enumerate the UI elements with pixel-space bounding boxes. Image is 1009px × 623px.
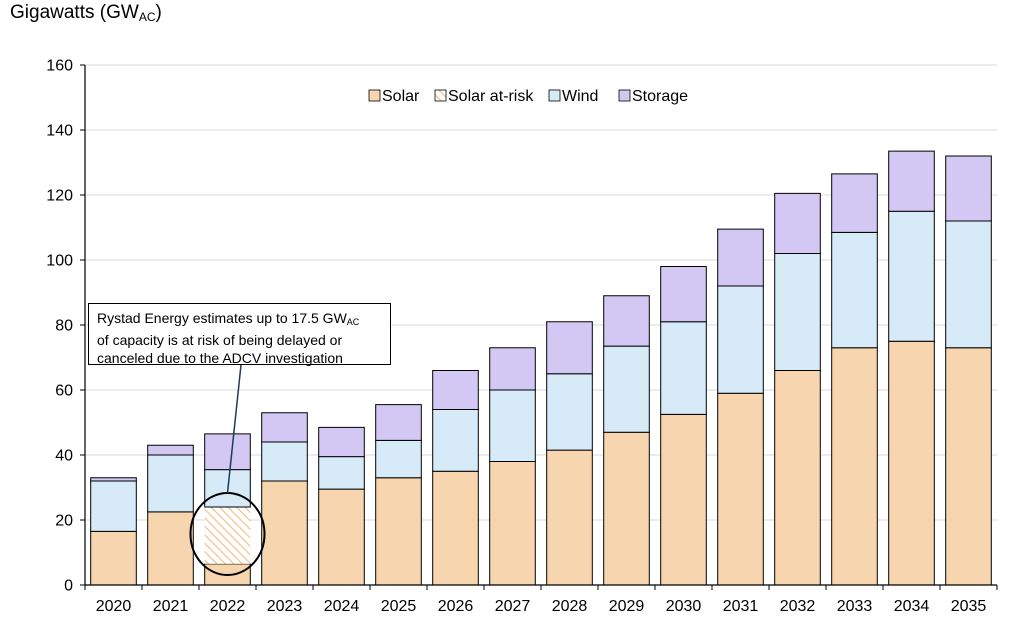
bar-solar-2032 bbox=[774, 370, 821, 586]
bar-solar-2026 bbox=[432, 470, 479, 586]
bar-wind-2021 bbox=[147, 454, 194, 513]
x-tick-label: 2030 bbox=[666, 598, 702, 615]
legend-swatch bbox=[434, 89, 447, 102]
y-tick-label: 140 bbox=[46, 123, 73, 140]
y-tick-label: 100 bbox=[46, 253, 73, 270]
x-tick-label: 2028 bbox=[552, 598, 588, 615]
bar-solar-2023 bbox=[261, 480, 308, 586]
x-tick-label: 2035 bbox=[951, 598, 987, 615]
bar-storage-2033 bbox=[831, 173, 878, 233]
bar-wind-2034 bbox=[888, 210, 935, 342]
y-tick-label: 80 bbox=[55, 318, 73, 335]
annotation-line-1: Rystad Energy estimates up to 17.5 GW bbox=[97, 310, 347, 326]
bar-solar-2028 bbox=[546, 449, 593, 586]
x-tick-label: 2034 bbox=[894, 598, 930, 615]
bar-storage-2025 bbox=[375, 404, 422, 441]
x-tick-label: 2026 bbox=[438, 598, 474, 615]
bar-storage-2030 bbox=[660, 266, 707, 323]
bar-storage-2031 bbox=[717, 228, 764, 287]
bar-wind-2026 bbox=[432, 409, 479, 472]
bar-solar-2031 bbox=[717, 392, 764, 586]
bar-solar-2024 bbox=[318, 488, 365, 586]
y-tick-label: 0 bbox=[64, 578, 73, 595]
y-tick-label: 160 bbox=[46, 58, 73, 75]
x-tick-label: 2032 bbox=[780, 598, 816, 615]
y-tick-label: 60 bbox=[55, 383, 73, 400]
bar-solar-2027 bbox=[489, 461, 536, 586]
y-axis-title: Gigawatts (GWAC) bbox=[10, 2, 162, 24]
bar-wind-2020 bbox=[90, 480, 137, 532]
bar-storage-2022 bbox=[204, 433, 251, 471]
y-tick-label: 120 bbox=[46, 188, 73, 205]
bar-solar-2033 bbox=[831, 347, 878, 586]
legend-swatch bbox=[368, 89, 381, 102]
legend-swatch bbox=[548, 89, 561, 102]
bar-wind-2025 bbox=[375, 439, 422, 479]
annotation-line-2: of capacity is at risk of being delayed … bbox=[97, 332, 343, 348]
x-tick-label: 2031 bbox=[723, 598, 759, 615]
y-tick-label: 40 bbox=[55, 448, 73, 465]
bar-wind-2032 bbox=[774, 253, 821, 371]
x-tick-label: 2024 bbox=[324, 598, 360, 615]
bar-wind-2031 bbox=[717, 285, 764, 394]
x-tick-label: 2025 bbox=[381, 598, 417, 615]
bar-storage-2026 bbox=[432, 370, 479, 410]
annotation-line-3: canceled due to the ADCV investigation bbox=[97, 350, 343, 366]
legend-label: Storage bbox=[632, 88, 688, 105]
bar-solar-2020 bbox=[90, 530, 137, 586]
legend-label: Solar bbox=[382, 88, 420, 105]
bar-wind-2030 bbox=[660, 321, 707, 415]
bar-solar-2035 bbox=[945, 347, 992, 586]
annotation-callout: Rystad Energy estimates up to 17.5 GWAC … bbox=[88, 303, 391, 366]
y-tick-label: 20 bbox=[55, 513, 73, 530]
bar-solar-2025 bbox=[375, 477, 422, 586]
x-tick-label: 2022 bbox=[210, 598, 246, 615]
annotation-leader-line bbox=[226, 364, 242, 494]
bar-wind-2035 bbox=[945, 220, 992, 349]
x-tick-label: 2020 bbox=[96, 598, 132, 615]
x-tick-label: 2029 bbox=[609, 598, 645, 615]
bar-storage-2035 bbox=[945, 155, 992, 222]
bar-wind-2033 bbox=[831, 231, 878, 349]
x-tick-label: 2027 bbox=[495, 598, 531, 615]
annotation-subscript: AC bbox=[346, 317, 360, 327]
bar-solar-2029 bbox=[603, 431, 650, 586]
bar-storage-2028 bbox=[546, 321, 593, 375]
bar-wind-2023 bbox=[261, 441, 308, 482]
bar-wind-2028 bbox=[546, 373, 593, 451]
bar-solar-2021 bbox=[147, 511, 194, 586]
bar-storage-2029 bbox=[603, 295, 650, 347]
legend-label: Solar at-risk bbox=[448, 88, 534, 105]
x-tick-label: 2023 bbox=[267, 598, 303, 615]
bar-storage-2032 bbox=[774, 192, 821, 254]
legend-label: Wind bbox=[562, 88, 598, 105]
x-tick-label: 2021 bbox=[153, 598, 189, 615]
bar-solar-2034 bbox=[888, 340, 935, 586]
bar-storage-2021 bbox=[147, 444, 194, 456]
bar-wind-2027 bbox=[489, 389, 536, 462]
bar-solar-2030 bbox=[660, 413, 707, 586]
bar-storage-2027 bbox=[489, 347, 536, 391]
legend-swatch bbox=[618, 89, 631, 102]
x-tick-label: 2033 bbox=[837, 598, 873, 615]
bar-solar-at-risk-2022 bbox=[204, 507, 251, 564]
bar-wind-2024 bbox=[318, 456, 365, 490]
bar-storage-2023 bbox=[261, 412, 308, 443]
bar-storage-2024 bbox=[318, 426, 365, 458]
bar-storage-2020 bbox=[90, 477, 137, 482]
bar-wind-2029 bbox=[603, 345, 650, 433]
bar-storage-2034 bbox=[888, 150, 935, 212]
